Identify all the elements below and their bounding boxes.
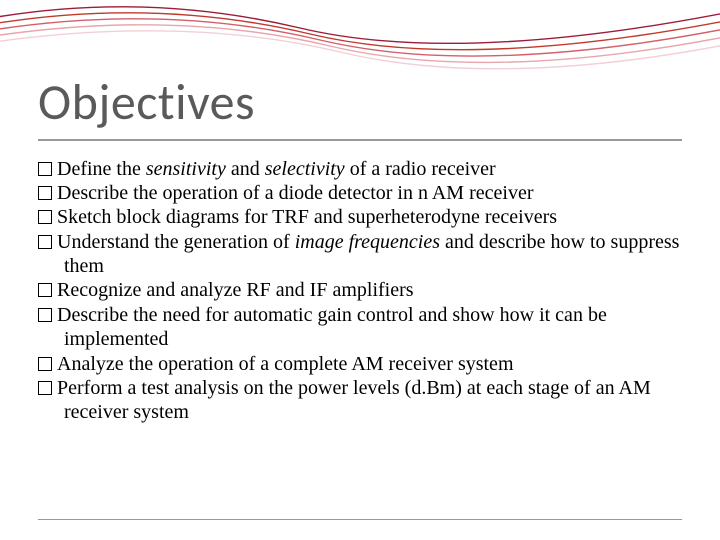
bullet-icon [38,210,52,224]
list-item: Understand the generation of image frequ… [38,230,682,279]
bullet-icon [38,283,52,297]
title-underline [38,139,682,141]
text-segment: Analyze the operation of a complete AM r… [57,353,514,375]
objectives-list: Define the sensitivity and selectivity o… [38,157,682,425]
list-item: Describe the need for automatic gain con… [38,303,682,352]
bullet-icon [38,381,52,395]
text-segment: Define the [57,158,146,180]
bullet-icon [38,186,52,200]
text-segment: and [226,158,265,180]
list-item: Define the sensitivity and selectivity o… [38,157,682,181]
bullet-icon [38,357,52,371]
list-item: Recognize and analyze RF and IF amplifie… [38,278,682,302]
italic-term: sensitivity [146,158,226,180]
text-segment: Describe the operation of a diode detect… [57,182,533,204]
italic-term: selectivity [265,158,345,180]
bullet-icon [38,308,52,322]
list-item: Sketch block diagrams for TRF and superh… [38,205,682,229]
text-segment: Understand the generation of [57,231,295,253]
italic-term: image frequencies [295,231,440,253]
text-segment: of a radio receiver [345,158,496,180]
bullet-icon [38,235,52,249]
list-item: Analyze the operation of a complete AM r… [38,352,682,376]
list-item: Describe the operation of a diode detect… [38,181,682,205]
text-segment: Describe the need for automatic gain con… [57,304,607,350]
text-segment: Sketch block diagrams for TRF and superh… [57,206,557,228]
bullet-icon [38,162,52,176]
text-segment: Recognize and analyze RF and IF amplifie… [57,279,414,301]
slide-title: Objectives [38,72,682,133]
list-item: Perform a test analysis on the power lev… [38,376,682,425]
text-segment: Perform a test analysis on the power lev… [57,377,651,423]
slide-content: Objectives Define the sensitivity and se… [0,0,720,425]
bottom-underline [38,519,682,521]
